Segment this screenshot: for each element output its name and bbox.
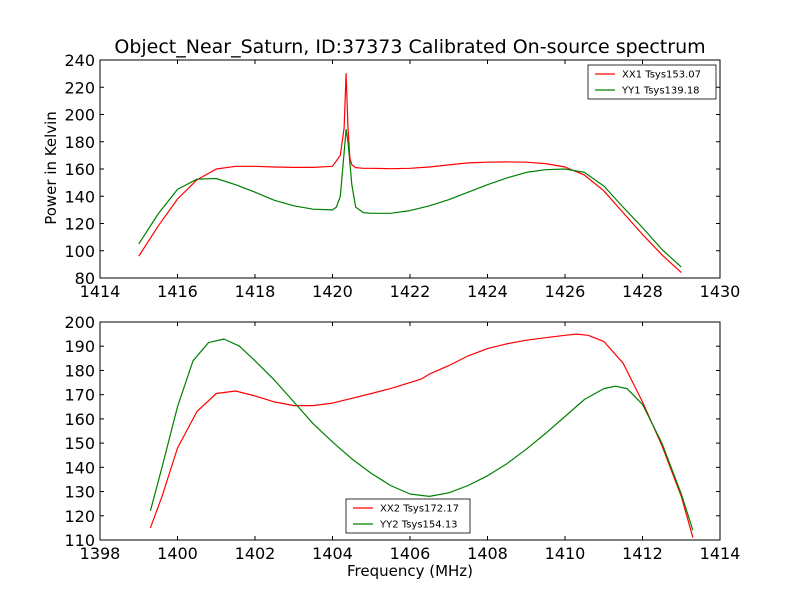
legend: XX1 Tsys153.07 YY1 Tsys139.18 (587, 64, 717, 100)
series-line-1 (138, 72, 682, 274)
legend-label: XX1 Tsys153.07 (622, 70, 701, 81)
legend-box (345, 498, 471, 534)
x-tick-label: 1412 (622, 544, 663, 563)
x-tick-label: 1398 (80, 544, 121, 563)
x-tick-label: 1414 (700, 544, 741, 563)
x-tick-label: 1414 (80, 282, 121, 301)
x-tick-label: 1418 (235, 282, 276, 301)
legend: XX2 Tsys172.17 YY2 Tsys154.13 (345, 498, 471, 534)
y-tick-label: 160 (64, 160, 95, 179)
y-tick-label: 170 (64, 386, 95, 405)
chart-title: Object_Near_Saturn, ID:37373 Calibrated … (114, 36, 705, 58)
y-tick-label: 200 (64, 313, 95, 332)
x-tick-label: 1410 (545, 544, 586, 563)
y-tick-label: 190 (64, 337, 95, 356)
y-tick-label: 240 (64, 51, 95, 70)
y-tick-label: 140 (64, 187, 95, 206)
legend-box (587, 64, 717, 100)
y-tick-label: 120 (64, 507, 95, 526)
y-tick-label: 150 (64, 434, 95, 453)
y-tick-label: 110 (64, 531, 95, 550)
legend-label: YY1 Tsys139.18 (621, 86, 700, 97)
y-tick-label: 180 (64, 133, 95, 152)
y-tick-label: 200 (64, 106, 95, 125)
series-line-1 (149, 333, 694, 538)
x-tick-label: 1406 (390, 544, 431, 563)
x-tick-label: 1430 (700, 282, 741, 301)
bottom-plot: 1398 1400 1402 1404 1406 1408 1410 1412 1414 110 1… (64, 313, 740, 563)
y-tick-label: 180 (64, 361, 95, 380)
x-tick-label: 1426 (545, 282, 586, 301)
x-tick-label: 1416 (157, 282, 198, 301)
series-line-2 (138, 128, 682, 268)
x-tick-label: 1424 (467, 282, 508, 301)
x-tick-label: 1404 (312, 544, 353, 563)
y-tick-label: 220 (64, 78, 95, 97)
x-tick-label: 1428 (622, 282, 663, 301)
y-tick-label: 160 (64, 410, 95, 429)
x-tick-label: 1408 (467, 544, 508, 563)
x-tick-label: 1420 (312, 282, 353, 301)
legend-label: XX2 Tsys172.17 (380, 504, 459, 515)
x-tick-label: 1402 (235, 544, 276, 563)
series-line-2 (149, 338, 694, 531)
y-axis-label: Power in Kelvin (42, 111, 60, 225)
y-tick-label: 80 (75, 269, 95, 288)
y-tick-label: 100 (64, 242, 95, 261)
y-tick-label: 140 (64, 458, 95, 477)
x-axis-label: Frequency (MHz) (347, 562, 473, 580)
y-tick-label: 130 (64, 483, 95, 502)
x-tick-label: 1422 (390, 282, 431, 301)
x-tick-label: 1400 (157, 544, 198, 563)
legend-label: YY2 Tsys154.13 (379, 520, 458, 531)
y-tick-label: 120 (64, 215, 95, 234)
top-plot: 1414 1416 1418 1420 1422 1424 1426 1428 1430 80 10… (64, 51, 740, 301)
